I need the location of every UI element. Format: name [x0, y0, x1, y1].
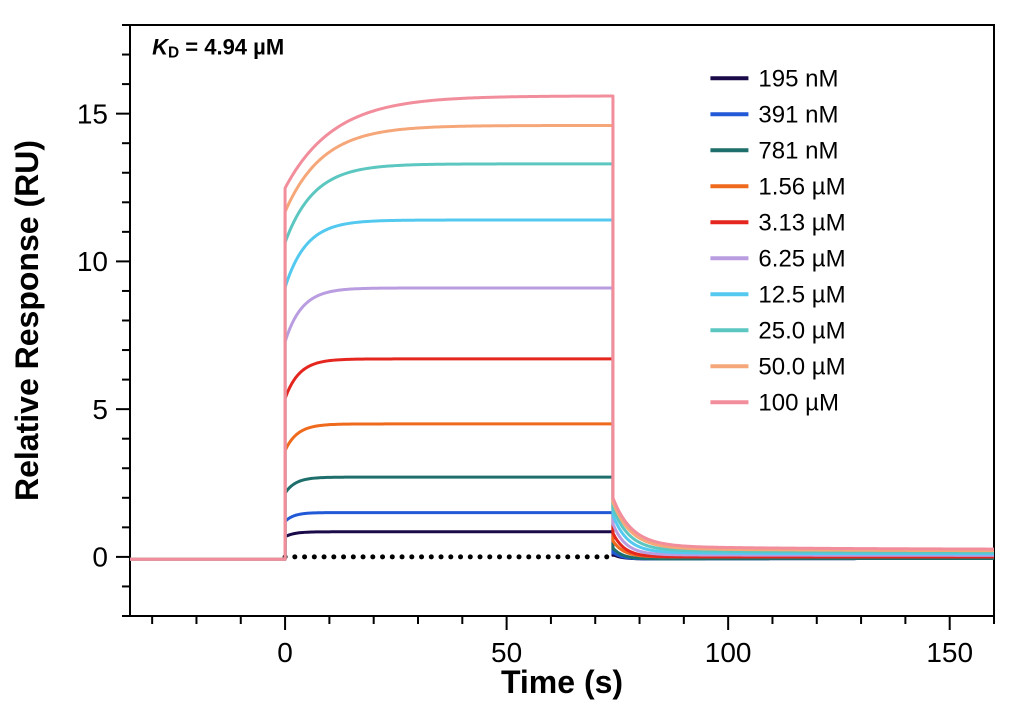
baseline-dot: [526, 554, 531, 559]
legend-label: 391 nM: [758, 102, 838, 129]
legend-label: 12.5 µM: [758, 282, 845, 309]
baseline-dot: [487, 554, 492, 559]
baseline-dot: [429, 554, 434, 559]
baseline-dot: [585, 554, 590, 559]
baseline-dot: [536, 554, 541, 559]
baseline-dot: [322, 554, 327, 559]
baseline-dot: [361, 554, 366, 559]
baseline-dot: [351, 554, 356, 559]
legend-label: 195 nM: [758, 66, 838, 93]
baseline-dot: [546, 554, 551, 559]
baseline-dot: [565, 554, 570, 559]
legend-label: 3.13 µM: [758, 210, 845, 237]
y-tick-label: 15: [77, 98, 108, 129]
legend-label: 1.56 µM: [758, 174, 845, 201]
baseline-dot: [575, 554, 580, 559]
baseline-dot: [478, 554, 483, 559]
baseline-dot: [439, 554, 444, 559]
x-tick-label: 150: [926, 637, 973, 668]
baseline-dot: [595, 554, 600, 559]
baseline-dot: [380, 554, 385, 559]
baseline-dot: [341, 554, 346, 559]
baseline-dot: [409, 554, 414, 559]
baseline-dot: [604, 554, 609, 559]
legend-label: 6.25 µM: [758, 246, 845, 273]
baseline-dot: [448, 554, 453, 559]
baseline-dot: [507, 554, 512, 559]
baseline-dot: [390, 554, 395, 559]
baseline-dot: [419, 554, 424, 559]
baseline-dot: [517, 554, 522, 559]
baseline-dot: [458, 554, 463, 559]
y-tick-label: 10: [77, 246, 108, 277]
y-tick-label: 0: [92, 542, 108, 573]
y-tick-label: 5: [92, 394, 108, 425]
baseline-dot: [302, 554, 307, 559]
chart-background: [0, 0, 1024, 711]
y-axis-label: Relative Response (RU): [9, 140, 45, 501]
baseline-dot: [331, 554, 336, 559]
legend-label: 25.0 µM: [758, 318, 845, 345]
baseline-dot: [556, 554, 561, 559]
legend-label: 781 nM: [758, 138, 838, 165]
legend-label: 100 µM: [758, 390, 839, 417]
legend-label: 50.0 µM: [758, 354, 845, 381]
baseline-dot: [312, 554, 317, 559]
baseline-dot: [370, 554, 375, 559]
x-tick-label: 100: [705, 637, 752, 668]
baseline-dot: [468, 554, 473, 559]
baseline-dot: [292, 554, 297, 559]
spr-sensorgram-chart: 050100150Time (s)051015Relative Response…: [0, 0, 1024, 711]
x-axis-label: Time (s): [501, 664, 623, 700]
baseline-dot: [497, 554, 502, 559]
baseline-dot: [400, 554, 405, 559]
x-tick-label: 0: [277, 637, 293, 668]
